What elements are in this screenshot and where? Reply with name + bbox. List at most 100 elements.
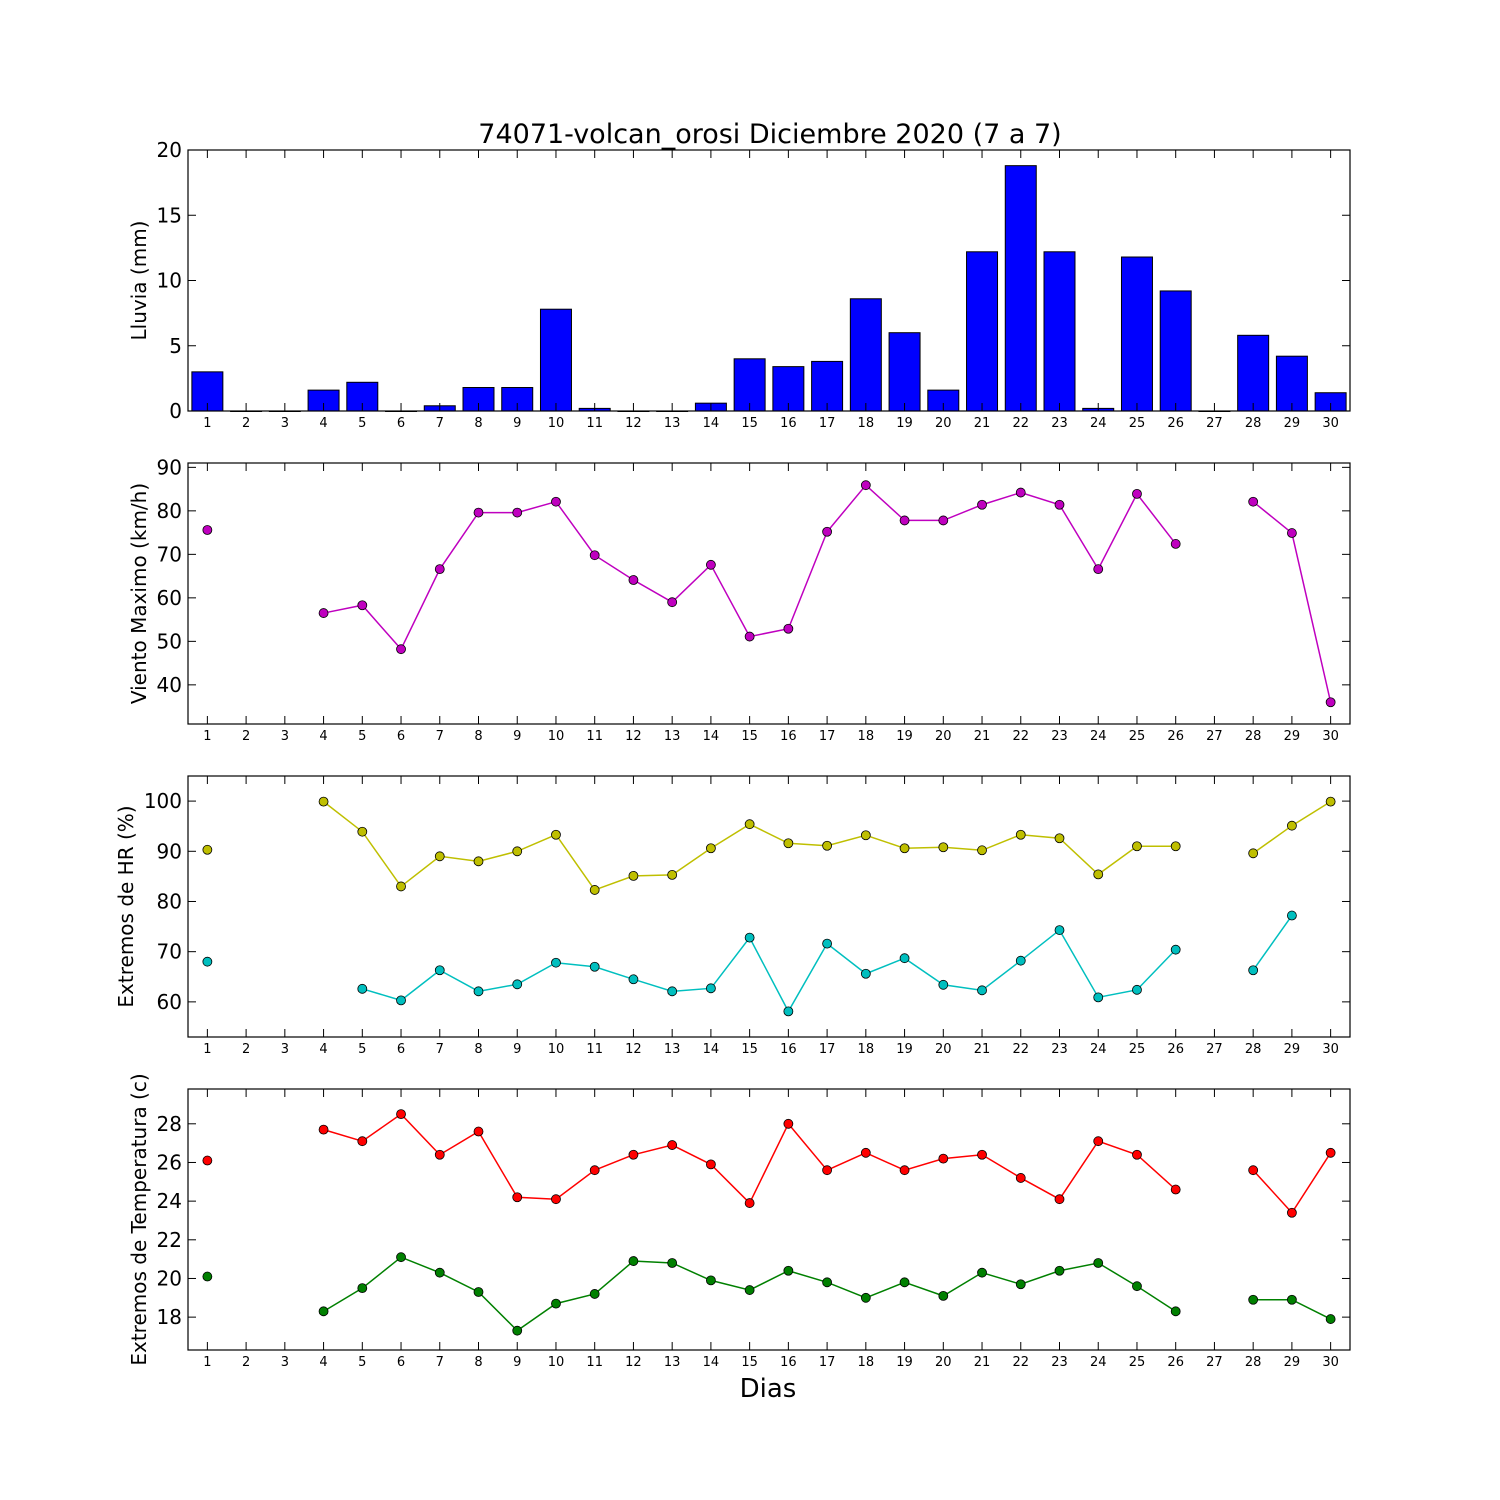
panel-4-frame <box>187 1088 1351 1351</box>
series-1-point-day-12 <box>628 870 639 881</box>
panel-3-frame <box>187 775 1351 1038</box>
x-tick-label: 3 <box>281 1042 289 1057</box>
series-2-point-day-19 <box>899 1277 910 1288</box>
series-1-point-day-8 <box>473 856 484 867</box>
series-1-point-day-16 <box>783 1118 794 1129</box>
x-tick-label: 14 <box>703 416 720 431</box>
x-tick-label: 10 <box>548 416 565 431</box>
series-2-point-day-23 <box>1054 1265 1065 1276</box>
x-tick-label: 20 <box>935 416 952 431</box>
series-2-point-day-13 <box>667 986 678 997</box>
series-1-point-day-25 <box>1132 1149 1142 1160</box>
series-2-point-day-24 <box>1093 992 1104 1003</box>
x-tick-label: 6 <box>397 1355 405 1370</box>
x-tick-label: 11 <box>586 1355 603 1370</box>
x-tick-label: 4 <box>319 416 327 431</box>
series-2-point-day-9 <box>512 979 523 990</box>
series-2-point-day-16 <box>783 1006 794 1017</box>
y-tick-label: 15 <box>157 203 182 227</box>
series-2-point-day-14 <box>706 983 716 994</box>
series-2-point-day-26 <box>1170 944 1181 955</box>
series-2-point-day-22 <box>1015 955 1026 966</box>
series-1-point-day-17 <box>822 1165 832 1176</box>
series-1-point-day-22 <box>1015 1173 1026 1183</box>
series-1-point-day-12 <box>628 1149 639 1160</box>
series-1-point-day-7 <box>434 851 445 862</box>
x-tick-label: 4 <box>319 729 327 744</box>
bar-day-21 <box>966 251 999 412</box>
series-2-point-day-12 <box>628 974 639 985</box>
x-tick-label: 13 <box>664 729 681 744</box>
series-1-point-day-22 <box>1015 487 1026 498</box>
x-tick-label: 25 <box>1129 1042 1146 1057</box>
series-2-point-day-20 <box>938 1290 949 1301</box>
x-tick-label: 15 <box>741 416 758 431</box>
x-tick-label: 8 <box>474 729 482 744</box>
series-1-point-day-9 <box>512 1192 523 1203</box>
series-2-point-day-10 <box>551 1298 561 1309</box>
series-1-point-day-23 <box>1054 499 1065 510</box>
x-tick-label: 15 <box>741 1355 758 1370</box>
bar-day-16 <box>772 366 805 412</box>
y-tick-label: 26 <box>157 1150 182 1174</box>
series-2-point-day-25 <box>1132 1281 1142 1292</box>
x-tick-label: 18 <box>858 1355 875 1370</box>
series-2-line-segment-3 <box>1252 915 1293 971</box>
x-tick-label: 22 <box>1012 1042 1029 1057</box>
y-axis-label: Extremos de Temperatura (c) <box>127 1073 151 1365</box>
x-tick-label: 21 <box>974 1355 991 1370</box>
series-1-point-day-16 <box>783 838 794 849</box>
x-tick-label: 16 <box>780 729 797 744</box>
x-tick-label: 28 <box>1245 729 1262 744</box>
series-2-point-day-24 <box>1093 1258 1104 1268</box>
series-2-point-day-8 <box>473 986 484 997</box>
series-2-point-day-8 <box>473 1287 484 1297</box>
x-tick-label: 1 <box>203 1355 211 1370</box>
series-1-point-day-19 <box>899 1165 910 1176</box>
y-tick-label: 100 <box>144 789 182 813</box>
x-tick-label: 22 <box>1012 729 1029 744</box>
x-tick-label: 1 <box>203 729 211 744</box>
bar-day-10 <box>539 308 572 412</box>
x-tick-label: 6 <box>397 729 405 744</box>
series-1-point-day-6 <box>396 881 406 892</box>
x-tick-label: 3 <box>281 416 289 431</box>
x-tick-label: 30 <box>1322 416 1339 431</box>
x-tick-label: 18 <box>858 729 875 744</box>
series-1-point-day-30 <box>1325 796 1336 807</box>
x-tick-label: 16 <box>780 1355 797 1370</box>
series-2-point-day-5 <box>357 1283 368 1294</box>
x-tick-label: 4 <box>319 1042 327 1057</box>
x-tick-label: 9 <box>513 729 521 744</box>
y-tick-label: 28 <box>157 1112 182 1136</box>
series-1-point-day-14 <box>706 559 716 570</box>
bar-day-26 <box>1159 290 1192 412</box>
y-axis-label: Extremos de HR (%) <box>114 805 138 1007</box>
x-tick-label: 17 <box>819 1042 836 1057</box>
series-1-point-day-29 <box>1287 1207 1297 1218</box>
series-1-point-day-20 <box>938 515 949 526</box>
series-1-point-day-15 <box>744 631 755 642</box>
y-tick-label: 18 <box>157 1305 182 1329</box>
x-tick-label: 19 <box>896 1355 913 1370</box>
series-2-point-day-6 <box>396 1252 406 1263</box>
y-tick-label: 50 <box>157 629 182 653</box>
x-tick-label: 21 <box>974 416 991 431</box>
x-tick-label: 28 <box>1245 416 1262 431</box>
x-tick-label: 21 <box>974 729 991 744</box>
series-1-point-day-22 <box>1015 829 1026 840</box>
panel-2-frame <box>187 462 1351 725</box>
x-tick-label: 29 <box>1284 1042 1301 1057</box>
x-tick-label: 7 <box>436 1042 444 1057</box>
series-1-point-day-20 <box>938 842 949 853</box>
series-2-point-day-26 <box>1170 1306 1181 1317</box>
x-tick-label: 28 <box>1245 1355 1262 1370</box>
bar-day-22 <box>1004 165 1037 412</box>
series-1-point-day-7 <box>434 1149 445 1160</box>
series-1-point-day-6 <box>396 1109 406 1120</box>
series-1-point-day-5 <box>357 826 368 837</box>
x-tick-label: 25 <box>1129 416 1146 431</box>
